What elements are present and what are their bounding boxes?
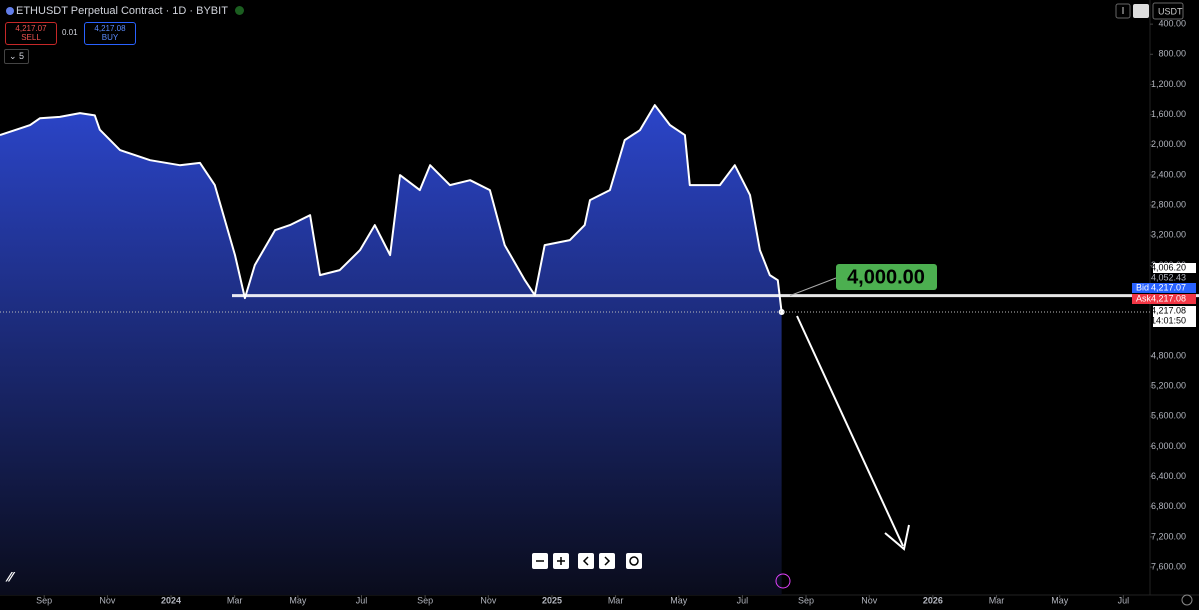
x-tick-label: Mar [989, 595, 1005, 605]
buy-label: BUY [101, 33, 119, 42]
last-price-label: 4,217.08 [1151, 305, 1186, 315]
countdown: 14:01:50 [1151, 315, 1186, 325]
price-tag-box [1132, 294, 1196, 304]
currency[interactable]: USDT [1158, 6, 1183, 16]
support-label: 4,000.00 [847, 266, 925, 288]
price-tag-box [1153, 263, 1196, 273]
settings-icon[interactable] [1181, 594, 1193, 606]
y-tick-label: 2,400.00 [1151, 169, 1186, 179]
y-tick-label: 5,600.00 [1151, 411, 1186, 421]
y-tick-label: 4,800.00 [1151, 350, 1186, 360]
symbol-title: ETHUSDT Perpetual Contract · 1D · BYBIT [16, 5, 228, 17]
x-tick-label: May [1051, 595, 1069, 605]
scroll-right[interactable] [599, 553, 615, 569]
price-tag-box [1132, 283, 1196, 293]
arrow-head [884, 524, 910, 551]
y-tick-label: 1,600.00 [1151, 109, 1186, 119]
x-tick-label: 2024 [161, 595, 181, 605]
price-tag-name: Bid [1136, 282, 1149, 292]
scroll-left[interactable] [578, 553, 594, 569]
sell-label: SELL [21, 33, 41, 42]
plot [0, 104, 785, 595]
x-tick-label: Sep [798, 595, 814, 605]
last-price-box [1153, 306, 1196, 327]
download-button[interactable] [1115, 3, 1131, 19]
callout [789, 277, 837, 297]
price-tag: 4,217.07 [1151, 282, 1186, 292]
sell-button[interactable]: 4,217.07 SELL [5, 22, 57, 45]
y-tick-label: 5,200.00 [1151, 380, 1186, 390]
buy-button[interactable]: 4,217.08 BUY [84, 22, 136, 45]
spread: 0.01 [62, 28, 78, 37]
x-tick-label: Jul [356, 595, 368, 605]
icon [629, 556, 639, 566]
sell-price: 4,217.07 [15, 24, 47, 33]
x-tick-label: Sep [36, 595, 52, 605]
x-tick-label: Nov [99, 595, 116, 605]
y-tick-label: 800.00 [1158, 49, 1186, 59]
arrow [796, 315, 904, 547]
price-tag: 4,006.20 [1151, 262, 1186, 272]
y-tick-label: 6,400.00 [1151, 471, 1186, 481]
x-tick-label: May [289, 595, 307, 605]
icon [604, 556, 611, 566]
price-tag: 4,052.43 [1151, 272, 1186, 282]
y-tick-label: 7,200.00 [1151, 531, 1186, 541]
x-tick-label: 2026 [923, 595, 943, 605]
x-tick-label: 2025 [542, 595, 562, 605]
x-tick-label: Nov [861, 595, 878, 605]
price-tag: 4,217.08 [1151, 293, 1186, 303]
alert-icon[interactable] [775, 573, 791, 589]
reset[interactable] [626, 553, 642, 569]
indicators-count: 5 [19, 51, 25, 61]
y-tick-label: 3,200.00 [1151, 230, 1186, 240]
price-tag-name: Ask [1136, 293, 1152, 303]
zoom-controls[interactable] [532, 553, 642, 569]
x-tick-label: Mar [227, 595, 243, 605]
x-tick-label: May [670, 595, 688, 605]
logo: ⁄⁄ [5, 569, 15, 585]
area [0, 105, 782, 595]
last-point [778, 308, 785, 315]
y-tick-label: 1,200.00 [1151, 79, 1186, 89]
price-line [0, 104, 783, 313]
y-tick-label: 2,000.00 [1151, 139, 1186, 149]
icon [582, 556, 589, 566]
x-tick-label: Mar [608, 595, 624, 605]
y-tick-label: 2,800.00 [1151, 199, 1186, 209]
status-dot [235, 6, 244, 15]
y-tick-label: 7,600.00 [1151, 561, 1186, 571]
indicators-toggle[interactable]: ⌄ 5 [4, 49, 30, 64]
y-tick-label: 6,800.00 [1151, 501, 1186, 511]
buy-price: 4,217.08 [94, 24, 126, 33]
symbol-icon [6, 7, 14, 15]
x-tick-label: Sep [417, 595, 433, 605]
x-tick-label: Nov [480, 595, 497, 605]
x-tick-label: Jul [737, 595, 749, 605]
x-tick-label: Jul [1118, 595, 1130, 605]
support-label-box [836, 264, 937, 290]
currency-select[interactable] [1152, 2, 1184, 20]
y-tick-label: 400.00 [1158, 19, 1186, 29]
y-tick-label: 6,000.00 [1151, 441, 1186, 451]
refresh-button[interactable] [1133, 4, 1149, 18]
